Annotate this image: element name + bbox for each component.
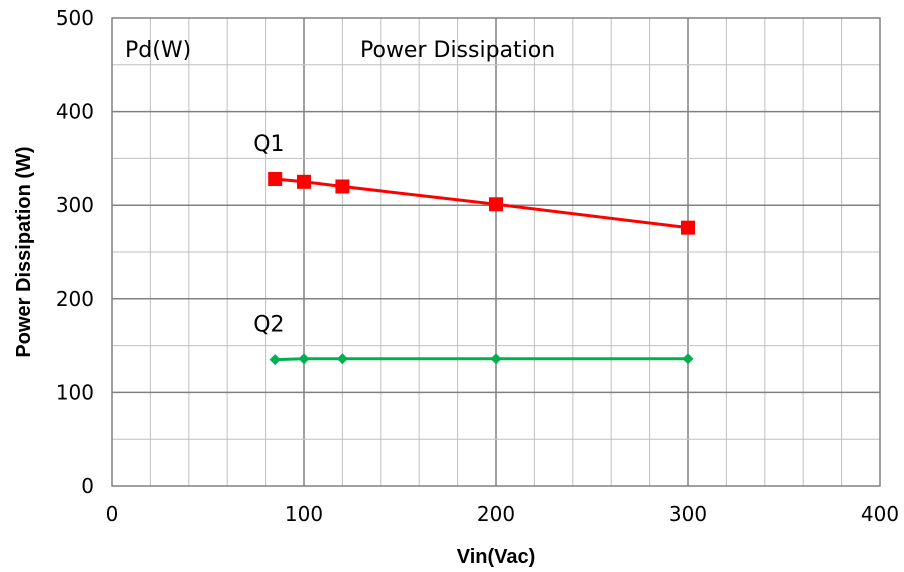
data-point-q1 xyxy=(335,179,350,194)
x-axis-title: Vin(Vac) xyxy=(457,546,536,568)
y-tick-label: 500 xyxy=(56,6,94,30)
data-point-q2 xyxy=(490,353,502,365)
x-tick-label: 0 xyxy=(106,502,119,526)
data-point-q2 xyxy=(682,353,694,365)
series-label-q1: Q1 xyxy=(253,132,284,157)
y-tick-label: 0 xyxy=(81,474,94,498)
data-point-q1 xyxy=(489,197,503,212)
y-tick-label: 100 xyxy=(56,380,94,404)
x-tick-label: 400 xyxy=(861,502,899,526)
x-tick-label: 300 xyxy=(669,502,707,526)
data-point-q2 xyxy=(269,354,281,366)
series-group xyxy=(268,171,695,366)
y-axis-ticks: 0 100 200 300 400 500 xyxy=(56,6,94,498)
x-axis-ticks: 0 100 200 300 400 xyxy=(106,502,899,526)
data-point-q2 xyxy=(298,353,310,365)
unit-annotation: Pd(W) xyxy=(125,38,191,63)
inner-title: Power Dissipation xyxy=(360,38,555,63)
series-labels: Q1 Q2 xyxy=(253,132,284,338)
x-tick-label: 100 xyxy=(285,502,323,526)
data-point-q2 xyxy=(336,353,348,365)
x-tick-label: 200 xyxy=(477,502,515,526)
plot-frame xyxy=(111,17,881,487)
data-point-q1 xyxy=(297,174,311,189)
y-tick-label: 200 xyxy=(56,287,94,311)
data-point-q1 xyxy=(268,171,283,186)
data-point-q1 xyxy=(681,220,695,235)
y-tick-label: 400 xyxy=(56,100,94,124)
y-axis-title: Power Dissipation (W) xyxy=(13,146,35,357)
y-tick-label: 300 xyxy=(56,193,94,217)
grid xyxy=(112,18,880,486)
series-label-q2: Q2 xyxy=(253,313,284,338)
